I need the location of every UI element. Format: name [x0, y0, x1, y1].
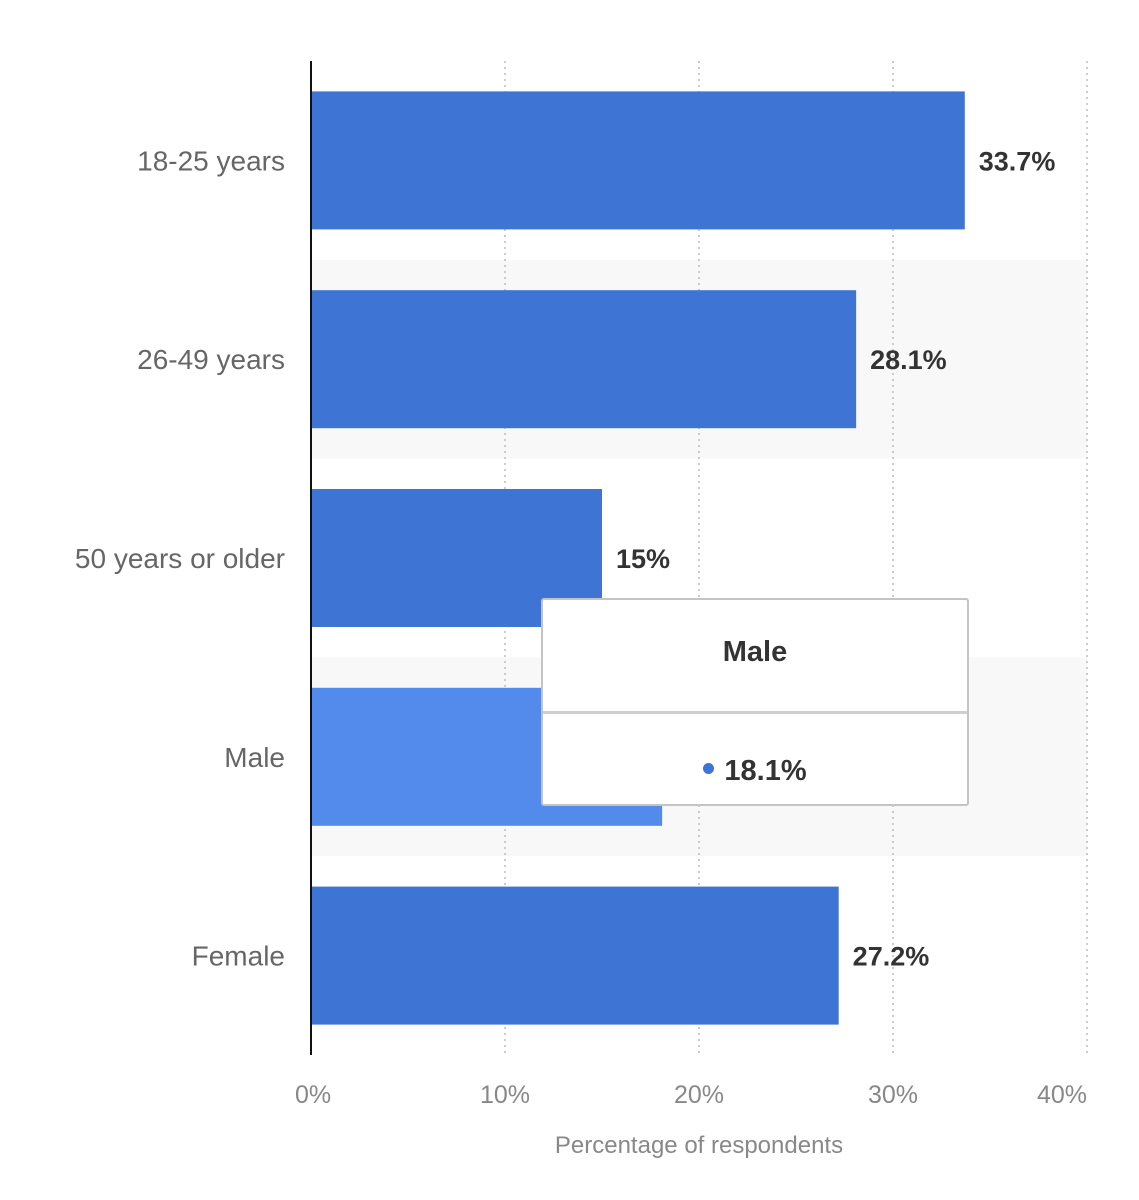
category-label: 50 years or older [75, 543, 285, 574]
x-tick-label: 10% [480, 1081, 530, 1109]
x-tick-label: 0% [295, 1081, 331, 1109]
series-dot-icon [703, 763, 715, 774]
x-axis-title: Percentage of respondents [555, 1132, 843, 1159]
bar [311, 91, 965, 230]
tooltip-value-row: 18.1% [543, 755, 967, 788]
category-label: 18-25 years [137, 145, 285, 176]
value-label: 28.1% [870, 345, 947, 375]
value-label: 15% [616, 544, 670, 574]
x-tick-label: 20% [674, 1081, 724, 1109]
tooltip-value: 18.1% [724, 755, 807, 787]
category-label: 26-49 years [137, 344, 285, 375]
value-label: 33.7% [979, 146, 1056, 176]
x-tick-label: 30% [868, 1081, 918, 1109]
value-label: 27.2% [853, 942, 930, 972]
bar [311, 290, 857, 429]
category-label: Male [224, 742, 285, 773]
x-tick-label: 40% [1037, 1081, 1087, 1109]
category-label: Female [192, 941, 285, 972]
tooltip-title: Male [722, 636, 788, 668]
tooltip-divider [543, 711, 967, 714]
bar [311, 886, 839, 1025]
chart-tooltip: Male 18.1% [541, 598, 969, 806]
